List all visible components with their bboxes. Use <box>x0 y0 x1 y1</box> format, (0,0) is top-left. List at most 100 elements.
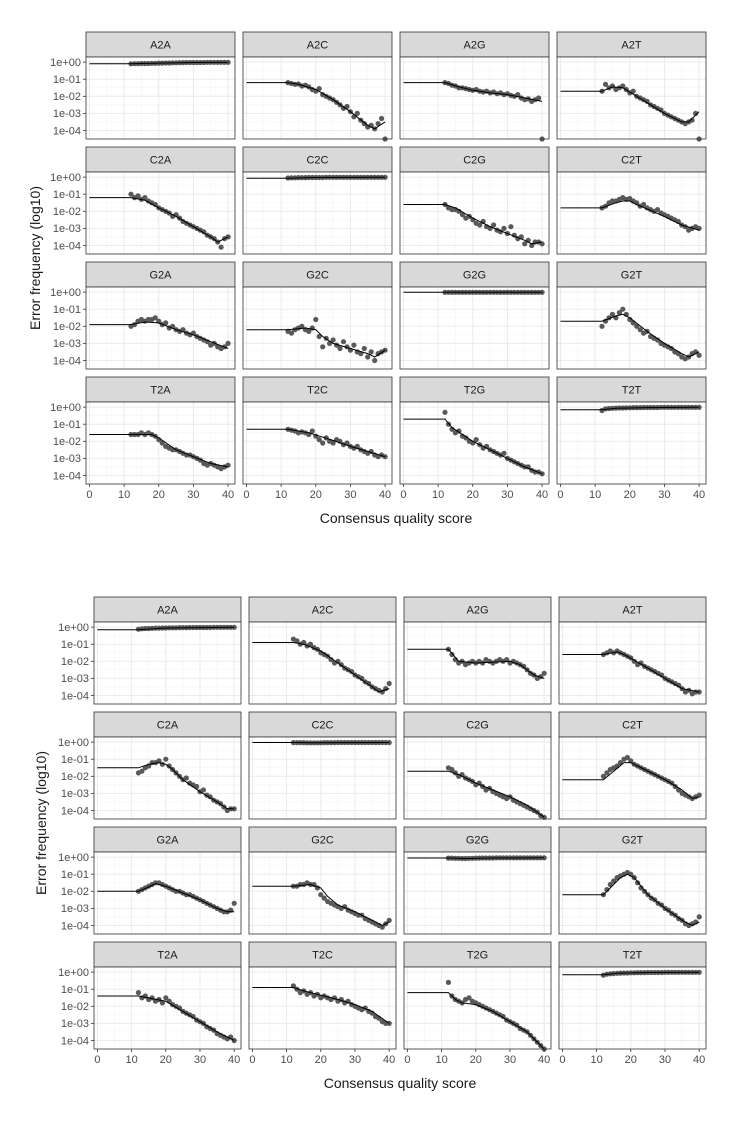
x-tick-label: 10 <box>589 489 601 501</box>
plot-area <box>94 737 241 819</box>
x-tick-label: 0 <box>249 1054 255 1066</box>
facet-panel-a2g: A2G <box>403 596 552 705</box>
y-tick-label: 1e-01 <box>53 304 81 316</box>
data-point <box>382 174 388 180</box>
facet-strip-label: A2A <box>157 605 178 617</box>
y-tick-label: 1e-04 <box>61 1035 89 1047</box>
facet-strip-label: G2C <box>311 835 334 847</box>
facet-strip <box>248 941 397 968</box>
y-tick-label: 1e+00 <box>50 402 81 414</box>
data-point <box>316 437 322 443</box>
plot-area <box>249 967 396 1049</box>
facet-strip-label: G2G <box>466 835 489 847</box>
facet-strip-label: T2G <box>467 950 488 962</box>
plot-area <box>94 852 241 934</box>
facet-strip <box>403 941 552 968</box>
data-point <box>456 428 462 434</box>
data-point <box>449 766 455 773</box>
data-point <box>459 212 465 218</box>
facet-strip <box>403 711 552 738</box>
fitted-error-line <box>562 762 700 800</box>
fitted-error-line <box>89 434 229 468</box>
x-tick-label: 10 <box>275 489 287 501</box>
data-point <box>638 660 644 666</box>
fitted-error-line <box>407 857 545 860</box>
data-point <box>361 121 367 127</box>
data-point <box>501 225 507 231</box>
facet-strip-label: G2T <box>622 835 644 847</box>
plot-area <box>559 737 706 819</box>
data-point <box>641 201 647 208</box>
fitted-error-line <box>560 86 700 123</box>
data-point <box>379 924 385 930</box>
panel-border <box>399 56 550 140</box>
facet-panel-a2t: A2T <box>556 31 707 142</box>
gridlines <box>404 737 551 820</box>
data-point <box>604 770 610 776</box>
fitted-error-line <box>403 204 543 245</box>
data-point <box>620 306 626 312</box>
data-point <box>316 86 322 92</box>
facet-strip-label: C2C <box>311 720 333 732</box>
facet-strip-label: C2A <box>157 720 179 732</box>
facet-strip <box>93 596 242 623</box>
data-point <box>607 881 613 888</box>
x-tick-label: 10 <box>590 1054 602 1066</box>
x-axis-title: Consensus quality score <box>320 510 473 526</box>
data-point <box>658 107 664 113</box>
panel-border <box>248 621 397 705</box>
x-tick-label: 0 <box>94 1054 100 1066</box>
panel-border <box>93 966 242 1050</box>
facet-strip <box>556 146 707 173</box>
facet-strip-label: C2T <box>621 155 642 167</box>
data-point <box>156 758 162 764</box>
y-tick-label: 1e-01 <box>53 419 81 431</box>
facet-panel-g2t: G2T <box>558 826 707 935</box>
data-point <box>456 208 462 214</box>
panel-border <box>248 736 397 820</box>
x-tick-label: 20 <box>160 1054 172 1066</box>
facet-panel-c2a: C2A 1e+00 1e-01 1e-02 1e-03 1e-04 <box>50 146 236 255</box>
facet-strip-label: G2G <box>463 270 486 282</box>
fitted-error-line <box>560 406 700 411</box>
panel-border <box>556 286 707 370</box>
gridlines <box>86 57 235 140</box>
gridlines <box>557 172 706 255</box>
facet-strip-label: G2C <box>306 270 329 282</box>
fitted-error-line <box>407 770 545 818</box>
data-point <box>504 657 510 663</box>
facet-strip-label: A2G <box>466 605 488 617</box>
x-tick-label: 0 <box>559 1054 565 1066</box>
data-point <box>466 995 472 1001</box>
fitted-error-line <box>560 313 700 358</box>
y-tick-label: 1e-04 <box>53 470 81 482</box>
x-tick-label: 30 <box>349 1054 361 1066</box>
fitted-error-line <box>403 418 543 475</box>
data-point <box>638 885 644 891</box>
fitted-error-line <box>407 648 545 679</box>
data-point <box>522 241 528 247</box>
panel-border <box>403 966 552 1050</box>
facet-strip <box>248 596 397 623</box>
data-point <box>449 651 455 658</box>
fitted-error-line <box>403 82 543 102</box>
data-point <box>463 435 469 441</box>
x-tick-label: 40 <box>228 1054 240 1066</box>
data-point <box>231 900 237 906</box>
facet-panel-t2c: T2C 0 10 20 30 40 <box>248 941 397 1066</box>
facet-panel-c2c: C2C <box>242 146 393 255</box>
panel-border <box>403 851 552 935</box>
fitted-error-line <box>252 987 390 1024</box>
fitted-error-line <box>562 651 700 693</box>
facet-panel-t2c: T2C 0 10 20 30 40 <box>242 376 393 501</box>
y-tick-label: 1e-03 <box>61 903 89 915</box>
data-point <box>654 207 661 213</box>
data-point <box>368 349 374 355</box>
plot-area <box>243 172 392 254</box>
data-point <box>696 914 702 920</box>
data-point <box>330 337 336 343</box>
data-point <box>386 680 392 687</box>
panel-border <box>399 286 550 370</box>
x-tick-label: 0 <box>243 489 249 501</box>
facet-panel-c2g: C2G <box>399 146 550 255</box>
